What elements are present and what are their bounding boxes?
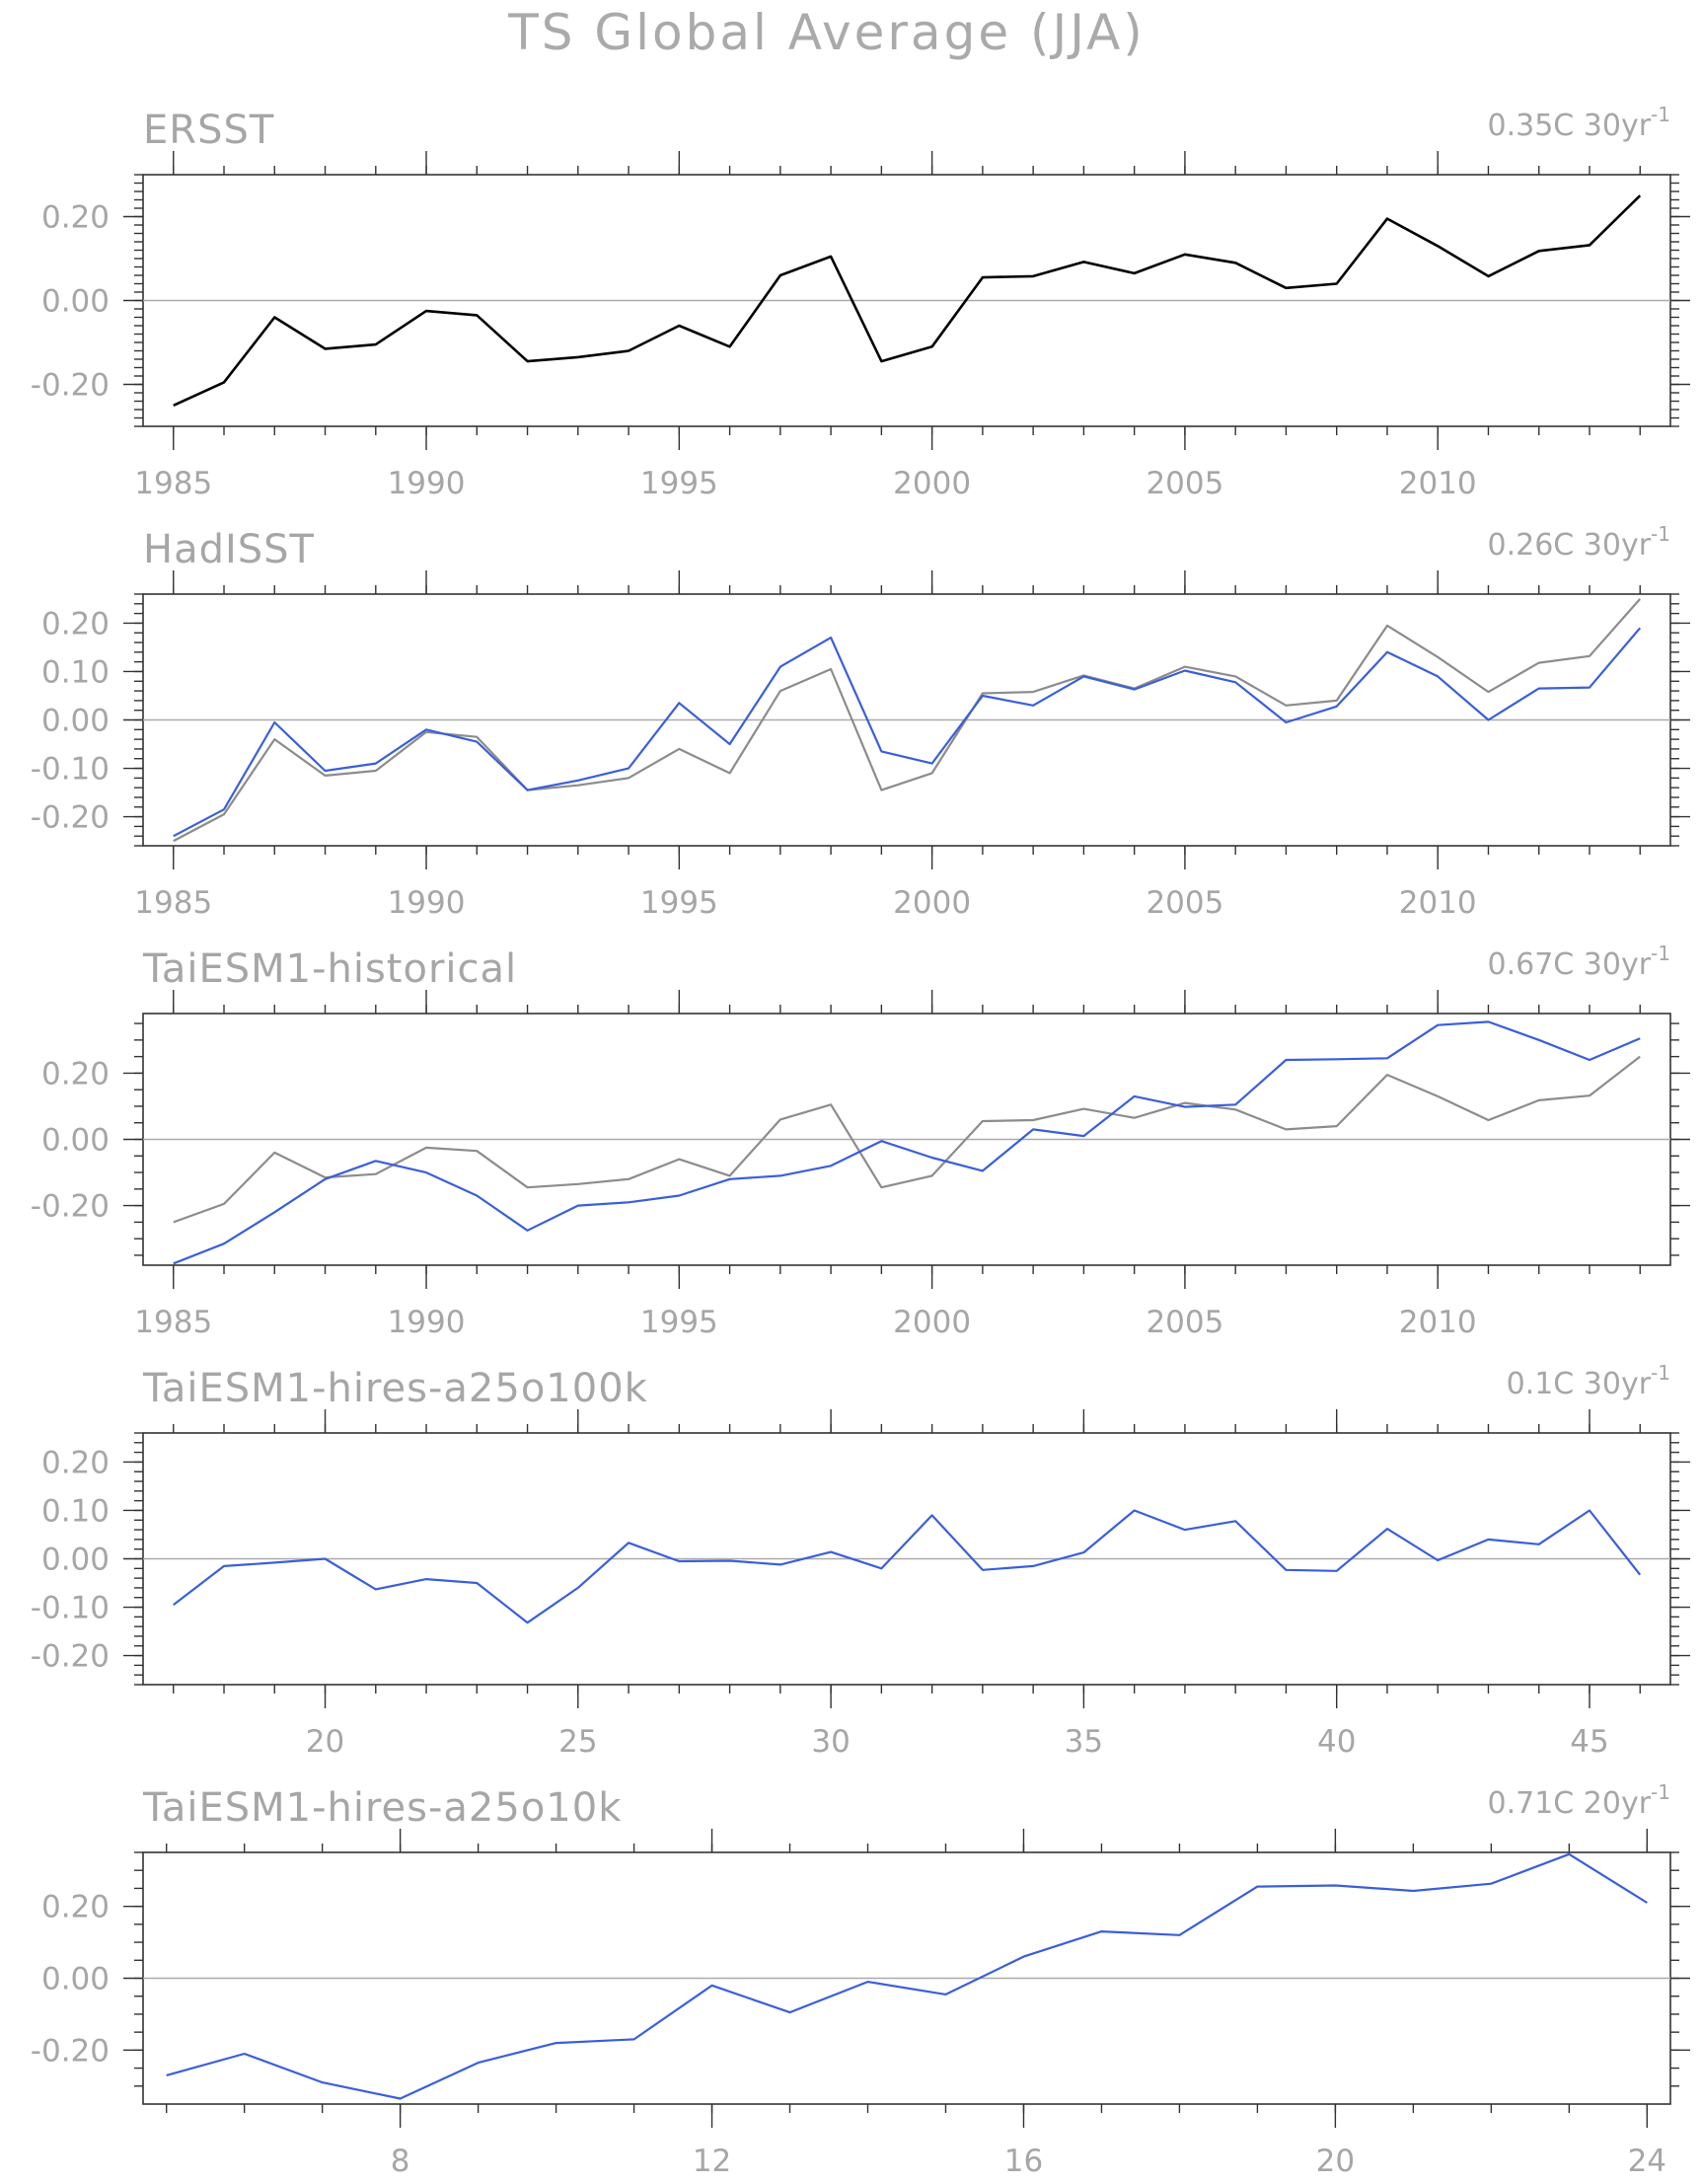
x-tick-label: 20 [306, 1724, 344, 1760]
x-tick-label: 16 [1004, 2144, 1043, 2179]
observation-series-line [173, 194, 1642, 407]
y-tick-label: 0.20 [41, 1056, 110, 1092]
x-tick-label: 1995 [640, 885, 718, 921]
reference-series-line [173, 598, 1642, 843]
x-tick-label: 2010 [1399, 466, 1477, 501]
x-tick-label: 1985 [134, 466, 212, 501]
model-series-line [173, 1509, 1642, 1624]
model-series-line [173, 1020, 1641, 1265]
x-tick-label: 25 [558, 1724, 597, 1760]
y-tick-label: 0.10 [41, 1493, 110, 1529]
trend-exponent: -1 [1651, 1361, 1670, 1385]
y-tick-label: 0.00 [41, 1123, 110, 1159]
model-series-line [173, 627, 1642, 838]
y-tick-label: 0.00 [41, 1543, 110, 1578]
x-tick-label: 1990 [388, 885, 466, 921]
figure-title: TS Global Average (JJA) [507, 4, 1146, 61]
trend-exponent: -1 [1651, 941, 1670, 965]
x-tick-label: 30 [811, 1724, 850, 1760]
model-series-line [166, 1852, 1648, 2100]
x-tick-label: 2005 [1146, 466, 1223, 501]
trend-value: 0.26C 30yr [1488, 528, 1652, 563]
y-tick-label: 0.20 [41, 606, 110, 641]
x-tick-label: 2010 [1399, 1305, 1477, 1340]
y-tick-label: -0.10 [31, 752, 110, 788]
y-tick-label: 0.10 [41, 654, 110, 690]
x-tick-label: 1995 [640, 466, 718, 501]
y-tick-label: -0.20 [31, 800, 110, 836]
trend-exponent: -1 [1651, 103, 1670, 126]
trend-label: 0.67C 30yr-1 [1488, 941, 1671, 982]
x-tick-label: 1995 [640, 1305, 718, 1340]
trend-label: 0.1C 30yr-1 [1507, 1361, 1670, 1401]
trend-exponent: -1 [1651, 1780, 1670, 1804]
panel-title: HadISST [143, 527, 315, 572]
y-tick-label: -0.20 [31, 1189, 110, 1225]
x-tick-label: 24 [1628, 2144, 1666, 2179]
panel-1: ERSST 0.35C 30yr-1 1985 1990 1995 2000 2005 201… [31, 103, 1690, 501]
x-tick-label: 2000 [893, 885, 971, 921]
y-tick-label: -0.10 [31, 1591, 110, 1626]
x-tick-label: 1990 [388, 1305, 466, 1340]
x-tick-label: 35 [1065, 1724, 1103, 1760]
x-tick-label: 8 [391, 2144, 410, 2179]
x-tick-label: 1985 [134, 885, 212, 921]
y-tick-label: -0.20 [31, 368, 110, 404]
panel-2: HadISST 0.26C 30yr-1 1985 1990 1995 2000 2005 2… [31, 522, 1690, 921]
trend-label: 0.26C 30yr-1 [1488, 522, 1671, 563]
x-tick-label: 2010 [1399, 885, 1477, 921]
panel-title: TaiESM1-hires-a25o100k [142, 1366, 648, 1411]
y-tick-label: 0.00 [41, 284, 110, 320]
y-tick-label: 0.00 [41, 704, 110, 739]
y-tick-label: 0.20 [41, 1890, 110, 1925]
trend-value: 0.1C 30yr [1507, 1367, 1652, 1401]
x-tick-label: 2005 [1146, 1305, 1223, 1340]
x-tick-label: 40 [1317, 1724, 1356, 1760]
panel-title: ERSST [143, 108, 274, 153]
trend-exponent: -1 [1651, 522, 1670, 546]
panel-5: TaiESM1-hires-a25o10k 0.71C 20yr-1 8 12 16 20… [31, 1780, 1690, 2179]
x-tick-label: 12 [693, 2144, 731, 2179]
y-tick-label: 0.20 [41, 1445, 110, 1480]
x-tick-label: 1985 [134, 1305, 212, 1340]
y-tick-label: 0.00 [41, 1962, 110, 1997]
y-tick-label: -0.20 [31, 1639, 110, 1675]
trend-value: 0.67C 30yr [1488, 947, 1652, 982]
trend-label: 0.35C 30yr-1 [1488, 103, 1671, 143]
trend-label: 0.71C 20yr-1 [1488, 1780, 1671, 1821]
reference-series-line [173, 1055, 1641, 1224]
y-tick-label: 0.20 [41, 200, 110, 236]
x-tick-label: 2005 [1146, 885, 1223, 921]
x-tick-label: 2000 [893, 1305, 971, 1340]
panel-3: TaiESM1-historical 0.67C 30yr-1 1985 1990 19… [31, 941, 1690, 1340]
x-tick-label: 2000 [893, 466, 971, 501]
y-tick-label: -0.20 [31, 2033, 110, 2069]
panel-title: TaiESM1-historical [142, 946, 517, 992]
panel-title: TaiESM1-hires-a25o10k [142, 1785, 622, 1831]
x-tick-label: 20 [1316, 2144, 1355, 2179]
trend-value: 0.35C 30yr [1488, 109, 1652, 143]
x-tick-label: 1990 [388, 466, 466, 501]
trend-value: 0.71C 20yr [1488, 1786, 1652, 1821]
x-tick-label: 45 [1570, 1724, 1608, 1760]
panel-4: TaiESM1-hires-a25o100k 0.1C 30yr-1 20 25 30 3… [31, 1361, 1690, 1760]
